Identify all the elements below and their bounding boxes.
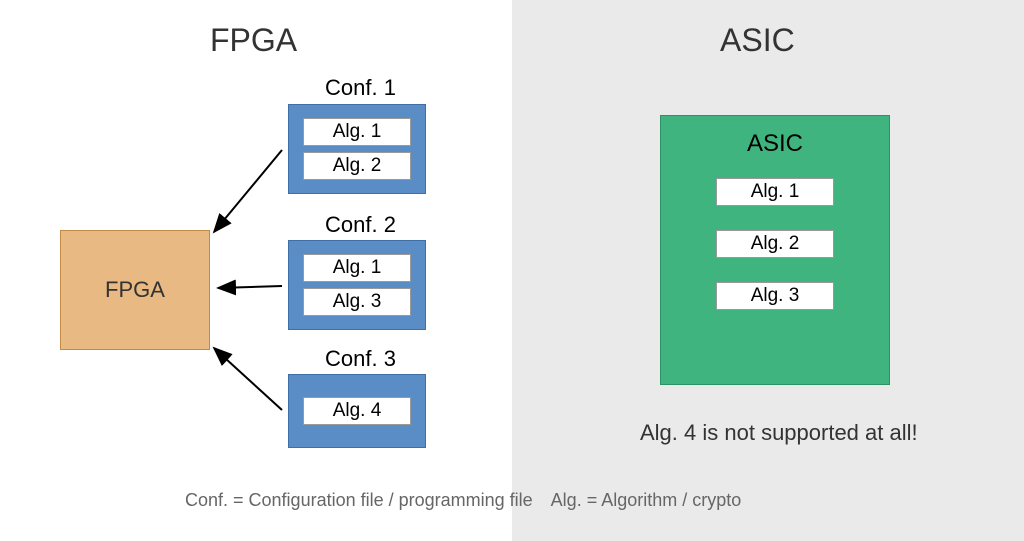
heading-asic: ASIC — [720, 22, 795, 59]
conf-label-3: Conf. 3 — [325, 346, 396, 372]
conf-1-alg-2: Alg. 2 — [303, 152, 411, 180]
conf-box-3: Alg. 4 — [288, 374, 426, 448]
conf-box-2: Alg. 1 Alg. 3 — [288, 240, 426, 330]
conf-3-alg-1: Alg. 4 — [303, 397, 411, 425]
conf-label-1: Conf. 1 — [325, 75, 396, 101]
asic-alg-1: Alg. 1 — [716, 178, 834, 206]
legend-alg: Alg. = Algorithm / crypto — [551, 490, 742, 511]
diagram-canvas: { "layout": { "width": 1024, "height": 5… — [0, 0, 1024, 541]
conf-label-2: Conf. 2 — [325, 212, 396, 238]
fpga-chip-box: FPGA — [60, 230, 210, 350]
heading-fpga: FPGA — [210, 22, 297, 59]
conf-1-alg-1: Alg. 1 — [303, 118, 411, 146]
conf-2-alg-2: Alg. 3 — [303, 288, 411, 316]
conf-2-alg-1: Alg. 1 — [303, 254, 411, 282]
asic-chip-title: ASIC — [747, 130, 803, 158]
asic-chip-box: ASIC Alg. 1 Alg. 2 Alg. 3 — [660, 115, 890, 385]
asic-alg-list: Alg. 1 Alg. 2 Alg. 3 — [716, 178, 834, 310]
asic-unsupported-note: Alg. 4 is not supported at all! — [640, 420, 918, 446]
legend-conf: Conf. = Configuration file / programming… — [185, 490, 533, 511]
conf-box-1: Alg. 1 Alg. 2 — [288, 104, 426, 194]
asic-alg-2: Alg. 2 — [716, 230, 834, 258]
asic-alg-3: Alg. 3 — [716, 282, 834, 310]
fpga-chip-label: FPGA — [105, 277, 165, 303]
legend-footer: Conf. = Configuration file / programming… — [185, 490, 741, 511]
